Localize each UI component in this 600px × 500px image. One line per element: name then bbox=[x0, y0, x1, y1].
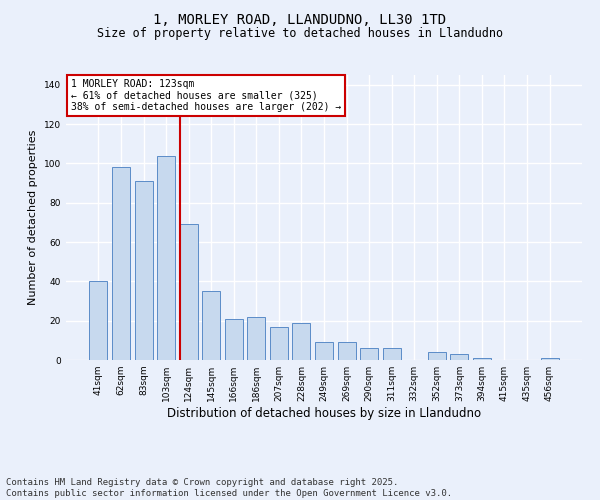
Bar bbox=[541, 358, 559, 360]
Bar bbox=[157, 156, 175, 360]
Text: Size of property relative to detached houses in Llandudno: Size of property relative to detached ho… bbox=[97, 28, 503, 40]
Bar bbox=[360, 348, 378, 360]
Bar bbox=[315, 342, 333, 360]
Bar bbox=[247, 317, 265, 360]
Bar bbox=[89, 282, 107, 360]
X-axis label: Distribution of detached houses by size in Llandudno: Distribution of detached houses by size … bbox=[167, 407, 481, 420]
Text: 1, MORLEY ROAD, LLANDUDNO, LL30 1TD: 1, MORLEY ROAD, LLANDUDNO, LL30 1TD bbox=[154, 12, 446, 26]
Bar bbox=[270, 326, 288, 360]
Bar bbox=[292, 322, 310, 360]
Bar bbox=[338, 342, 356, 360]
Bar bbox=[202, 291, 220, 360]
Text: Contains HM Land Registry data © Crown copyright and database right 2025.
Contai: Contains HM Land Registry data © Crown c… bbox=[6, 478, 452, 498]
Bar bbox=[428, 352, 446, 360]
Text: 1 MORLEY ROAD: 123sqm
← 61% of detached houses are smaller (325)
38% of semi-det: 1 MORLEY ROAD: 123sqm ← 61% of detached … bbox=[71, 80, 341, 112]
Bar bbox=[179, 224, 198, 360]
Bar bbox=[134, 181, 152, 360]
Bar bbox=[112, 168, 130, 360]
Bar bbox=[473, 358, 491, 360]
Bar bbox=[225, 318, 243, 360]
Bar bbox=[383, 348, 401, 360]
Bar bbox=[450, 354, 469, 360]
Y-axis label: Number of detached properties: Number of detached properties bbox=[28, 130, 38, 305]
